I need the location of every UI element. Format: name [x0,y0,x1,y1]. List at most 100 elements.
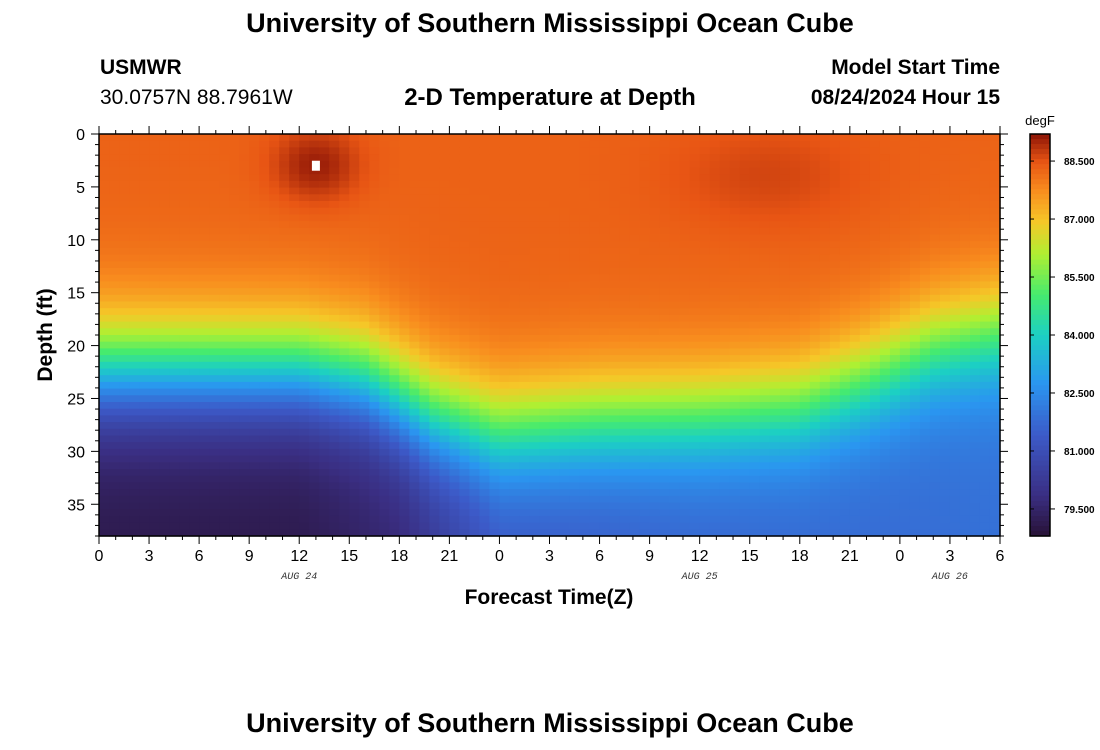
heatmap-cell [829,522,841,530]
heatmap-cell [629,402,641,410]
heatmap-cell [639,160,651,169]
heatmap-cell [219,288,230,296]
heatmap-cell [689,147,701,155]
heatmap-cell [169,469,180,477]
heatmap-cell [649,194,661,202]
heatmap-cell [279,140,290,148]
heatmap-cell [349,180,360,189]
heatmap-cell [149,482,160,490]
heatmap-cell [259,355,270,363]
heatmap-cell [279,475,290,483]
heatmap-cell [929,201,941,209]
heatmap-cell [459,227,471,236]
heatmap-cell [249,361,260,370]
heatmap-cell [709,489,721,497]
heatmap-cell [649,227,661,236]
heatmap-cell [529,268,541,276]
heatmap-cell [119,462,130,470]
heatmap-cell [769,415,781,423]
heatmap-cell [149,335,160,343]
heatmap-cell [719,355,731,363]
heatmap-cell [99,134,110,142]
heatmap-cell [449,288,460,296]
heatmap-cell [859,355,871,363]
heatmap-cell [439,301,450,309]
heatmap-cell [309,455,320,463]
heatmap-cell [539,301,551,309]
heatmap-cell [749,361,761,370]
heatmap-cell [259,462,270,470]
heatmap-cell [379,134,390,142]
heatmap-cell [209,301,220,309]
heatmap-cell [329,335,340,343]
heatmap-cell [409,428,420,437]
heatmap-cell [609,314,621,323]
heatmap-cell [369,388,380,396]
heatmap-cell [289,321,300,329]
heatmap-cell [209,422,220,430]
heatmap-cell [499,187,511,195]
heatmap-cell [469,328,481,336]
heatmap-cell [359,274,370,282]
heatmap-cell [819,442,831,450]
heatmap-cell [239,261,250,269]
heatmap-cell [399,201,410,209]
heatmap-cell [389,241,400,249]
heatmap-cell [189,469,200,477]
heatmap-cell [659,321,671,329]
heatmap-cell [679,422,691,430]
heatmap-cell [699,495,711,504]
heatmap-cell [479,469,491,477]
heatmap-cell [419,140,430,148]
heatmap-cell [519,328,531,336]
heatmap-cell [349,408,360,416]
heatmap-cell [829,435,841,443]
heatmap-cell [589,515,601,524]
heatmap-cell [149,294,160,303]
heatmap-cell [189,381,200,390]
heatmap-cell [629,415,641,423]
heatmap-cell [309,448,320,457]
heatmap-cell [539,455,551,463]
heatmap-cell [219,227,230,236]
heatmap-cell [189,241,200,249]
heatmap-cell [239,509,250,517]
heatmap-cell [739,254,751,262]
heatmap-cell [559,294,571,303]
heatmap-cell [99,522,110,530]
heatmap-cell [919,227,931,236]
heatmap-cell [739,294,751,303]
heatmap-cell [369,160,380,169]
heatmap-cell [589,261,601,269]
heatmap-cell [729,274,741,282]
heatmap-cell [169,388,180,396]
heatmap-cell [159,308,170,316]
heatmap-cell [809,368,821,376]
heatmap-cell [889,214,901,222]
heatmap-cell [809,375,821,383]
heatmap-cell [699,207,711,215]
heatmap-cell [539,442,551,450]
heatmap-cell [149,395,160,403]
heatmap-cell [719,221,731,229]
heatmap-cell [919,154,931,162]
heatmap-cell [909,301,921,309]
heatmap-cell [839,462,851,470]
heatmap-cell [709,502,721,510]
heatmap-cell [819,435,831,443]
heatmap-cell [679,522,691,530]
heatmap-cell [649,160,661,169]
heatmap-cell [219,368,230,376]
heatmap-cell [559,234,571,242]
heatmap-cell [129,502,140,510]
heatmap-cell [449,529,460,537]
heatmap-cell [339,294,350,303]
heatmap-cell [139,462,150,470]
heatmap-cell [639,294,651,303]
station-coordinates: 30.0757N 88.7961W [100,86,293,109]
heatmap-cell [799,234,811,242]
heatmap-cell [359,368,370,376]
heatmap-cell [519,288,531,296]
heatmap-cell [239,408,250,416]
heatmap-cell [709,180,721,189]
